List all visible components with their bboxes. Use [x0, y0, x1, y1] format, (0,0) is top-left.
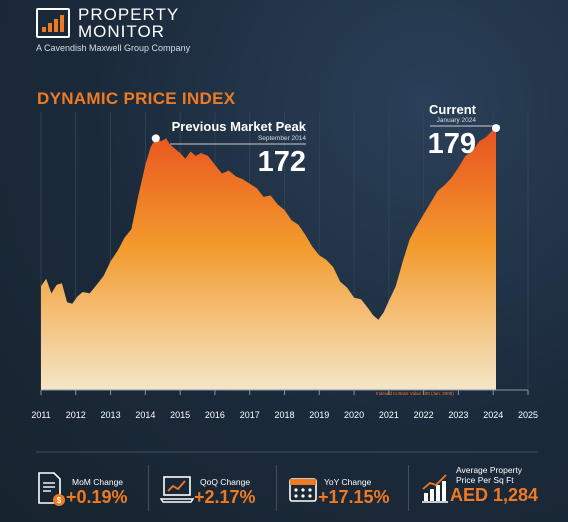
- stat-price-value: AED 1,284: [450, 485, 539, 505]
- logo-icon: [36, 8, 70, 38]
- document-dollar-icon: $: [38, 472, 65, 506]
- peak-annotation-value: 172: [257, 146, 306, 178]
- stat-qoq-value: +2.17%: [194, 487, 256, 507]
- x-tick-label: 2011: [31, 410, 50, 420]
- stat-yoy: YoY Change +17.15%: [288, 462, 390, 514]
- chart-title: DYNAMIC PRICE INDEX: [37, 89, 236, 108]
- stat-qoq: QoQ Change +2.17%: [160, 462, 256, 514]
- stat-price-per-sqft: Average Property Price Per Sq Ft AED 1,2…: [420, 462, 538, 514]
- current-marker: [491, 124, 500, 133]
- index-base-note: Indexed to Base Value 100 (Jan. 2008): [376, 391, 454, 396]
- x-tick-label: 2018: [274, 410, 294, 420]
- calendar-icon: [289, 478, 317, 502]
- x-tick-label: 2017: [240, 410, 260, 420]
- stat-qoq-label: QoQ Change: [200, 477, 251, 487]
- stat-mom: $ MoM Change +0.19%: [36, 462, 128, 514]
- x-tick-label: 2021: [379, 410, 399, 420]
- stat-divider: [148, 465, 149, 511]
- x-axis-ticks: 2011 2012 2013 2014 2015 2016 2017 2018 2019 2020…: [31, 390, 538, 420]
- peak-annotation-title: Previous Market Peak: [171, 119, 306, 134]
- laptop-chart-icon: [160, 476, 194, 503]
- stat-price-label: Average Property Price Per Sq Ft: [456, 465, 522, 485]
- bar-chart-icon: [422, 474, 448, 503]
- stat-divider: [408, 465, 409, 511]
- peak-marker: [151, 134, 160, 143]
- peak-annotation-date: September 2014: [257, 135, 306, 142]
- price-index-area: [41, 128, 496, 390]
- brand-name: PROPERTY MONITOR: [78, 5, 180, 41]
- brand-logo: PROPERTY MONITOR: [36, 6, 179, 40]
- stat-mom-value: +0.19%: [66, 487, 128, 507]
- x-tick-label: 2016: [205, 410, 225, 420]
- stat-yoy-value: +17.15%: [318, 487, 390, 507]
- x-tick-label: 2023: [448, 410, 468, 420]
- x-tick-label: 2015: [170, 410, 190, 420]
- current-annotation-date: January 2024: [436, 117, 476, 124]
- stat-yoy-label: YoY Change: [324, 477, 372, 487]
- x-tick-label: 2020: [344, 410, 364, 420]
- x-tick-label: 2019: [309, 410, 329, 420]
- svg-text:$: $: [57, 496, 62, 505]
- x-tick-label: 2024: [483, 410, 503, 420]
- current-annotation-title: Current: [429, 102, 476, 117]
- stat-mom-label: MoM Change: [72, 477, 124, 487]
- brand-tagline: A Cavendish Maxwell Group Company: [36, 43, 191, 53]
- x-tick-label: 2025: [518, 410, 538, 420]
- x-tick-label: 2013: [101, 410, 121, 420]
- x-tick-label: 2014: [135, 410, 155, 420]
- x-tick-label: 2012: [66, 410, 86, 420]
- current-annotation-value: 179: [427, 128, 476, 160]
- x-tick-label: 2022: [414, 410, 434, 420]
- stat-divider: [276, 465, 277, 511]
